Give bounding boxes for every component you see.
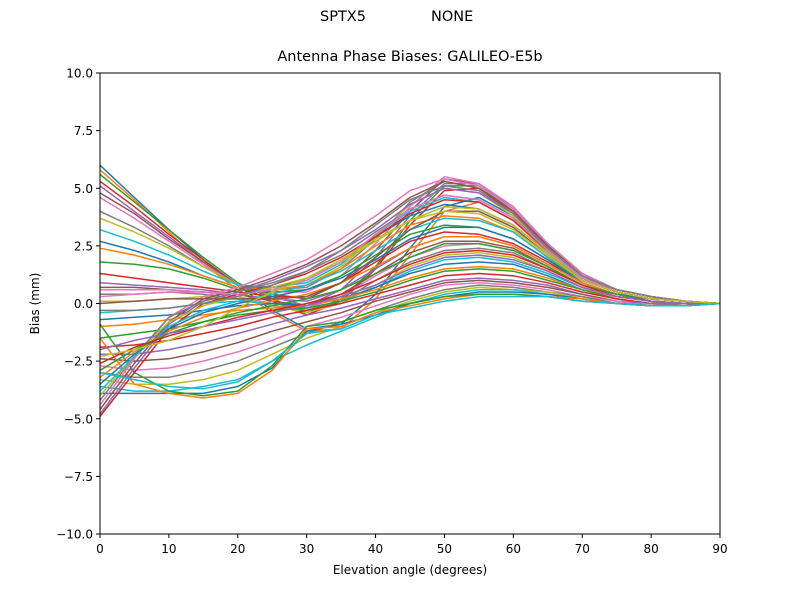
series-line	[99, 282, 720, 372]
y-axis-label: Bias (mm)	[28, 273, 42, 335]
series-line	[99, 295, 721, 390]
series-line	[99, 242, 720, 371]
y-tick-label: −2.5	[64, 355, 93, 369]
series-line	[99, 210, 721, 358]
x-tick-label: 40	[368, 542, 383, 556]
x-tick-label: 60	[506, 542, 521, 556]
suptitle-left: SPTX5	[320, 9, 366, 25]
x-axis-label: Elevation angle (degrees)	[333, 563, 487, 577]
y-tick-label: 5.0	[74, 182, 93, 196]
y-tick-label: 10.0	[66, 67, 93, 81]
x-axis-ticks: 0 10 20 30 40 50 60 70 80 90	[96, 534, 728, 556]
plot-lines	[99, 164, 721, 417]
x-tick-label: 30	[299, 542, 314, 556]
y-tick-label: −5.0	[64, 412, 93, 426]
x-tick-label: 90	[712, 542, 727, 556]
y-tick-label: 0.0	[74, 297, 93, 311]
series-line	[100, 185, 721, 312]
y-axis-ticks: 10.0 7.5 5.0 2.5 0.0 −2.5 −5.0 −7.5 −10.0	[56, 67, 100, 542]
x-tick-label: 50	[437, 542, 452, 556]
y-tick-label: 7.5	[74, 124, 93, 138]
x-tick-label: 20	[230, 542, 245, 556]
x-tick-label: 70	[575, 542, 590, 556]
y-tick-label: −10.0	[56, 528, 93, 542]
x-tick-label: 80	[643, 542, 658, 556]
chart-title: Antenna Phase Biases: GALILEO-E5b	[277, 49, 543, 65]
y-tick-label: −7.5	[64, 470, 93, 484]
series-line	[99, 272, 720, 349]
suptitle-right: NONE	[431, 9, 474, 25]
x-tick-label: 10	[161, 542, 176, 556]
x-tick-label: 0	[96, 542, 104, 556]
y-tick-label: 2.5	[74, 239, 93, 253]
